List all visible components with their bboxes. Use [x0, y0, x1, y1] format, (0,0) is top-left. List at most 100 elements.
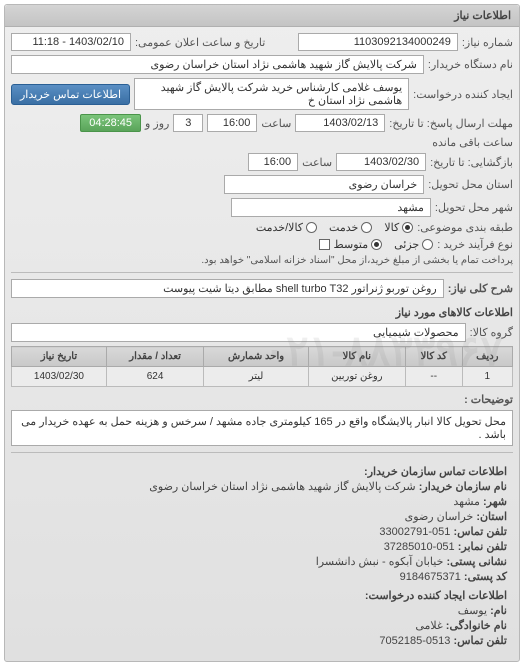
row-need-title: شرح کلی نیاز: روغن توربو ژنراتور shell t… — [11, 279, 513, 298]
category-label: طبقه بندی موضوعی: — [417, 221, 513, 234]
c-phone: 051-33002791 — [379, 526, 450, 538]
contact-title: اطلاعات تماس سازمان خریدار: — [17, 465, 507, 478]
th-code: کد کالا — [405, 347, 462, 367]
delivery-city-value: مشهد — [231, 198, 431, 217]
group-label: گروه کالا: — [470, 326, 513, 339]
contact-state: استان: خراسان رضوی — [17, 510, 507, 523]
open-date: 1403/02/30 — [336, 153, 426, 171]
buyer-org-label: نام دستگاه خریدار: — [428, 58, 513, 71]
c-org-label: نام سازمان خریدار: — [419, 481, 507, 493]
divider — [11, 272, 513, 273]
panel-title: اطلاعات نیاز — [5, 5, 519, 27]
announce-label: تاریخ و ساعت اعلان عمومی: — [135, 36, 265, 49]
contact-org: نام سازمان خریدار: شرکت پالایش گاز شهید … — [17, 480, 507, 493]
c-fax: 051-37285010 — [384, 541, 455, 553]
section-items-title: اطلاعات کالاهای مورد نیاز — [11, 306, 513, 319]
row-request-no: شماره نیاز: 1103092134000249 تاریخ و ساع… — [11, 33, 513, 51]
notes-label: توضیحات : — [464, 393, 513, 406]
buyer-contact-button[interactable]: اطلاعات تماس خریدار — [11, 84, 130, 105]
panel-body: شماره نیاز: 1103092134000249 تاریخ و ساع… — [5, 27, 519, 661]
category-radio-group: کالا خدمت کالا/خدمت — [256, 221, 413, 234]
contact-zip: کد پستی: 9184675371 — [17, 570, 507, 583]
contact-req-title-text: اطلاعات ایجاد کننده درخواست: — [365, 590, 507, 602]
radio-goods-label: کالا — [384, 221, 399, 234]
c-addr-label: نشانی پستی: — [446, 556, 507, 568]
c-tel: 0513-7052185 — [379, 635, 450, 647]
contact-fax: تلفن نمابر: 051-37285010 — [17, 540, 507, 553]
contact-lname: نام خانوادگی: غلامی — [17, 619, 507, 632]
announce-value: 1403/02/10 - 11:18 — [11, 33, 131, 51]
radio-dot-icon — [422, 239, 433, 250]
th-qty: تعداد / مقدار — [106, 347, 203, 367]
c-addr: خیابان آبکوه - نبش دانشسرا — [316, 556, 444, 568]
radio-both-label: کالا/خدمت — [256, 221, 303, 234]
th-date: تاریخ نیاز — [12, 347, 107, 367]
c-tel-label: تلفن تماس: — [453, 635, 507, 647]
delivery-city-label: شهر محل تحویل: — [435, 201, 513, 214]
row-notes: توضیحات : — [11, 393, 513, 406]
c-state-label: استان: — [476, 511, 507, 523]
deadline-open-label: بازگشایی: تا تاریخ: — [430, 156, 513, 169]
radio-dot-icon — [371, 239, 382, 250]
deadline-send-label: مهلت ارسال پاسخ: تا تاریخ: — [389, 117, 513, 130]
c-org: شرکت پالایش گاز شهید هاشمی نژاد استان خر… — [149, 481, 415, 493]
radio-goods[interactable]: کالا — [384, 221, 413, 234]
row-delivery-city: شهر محل تحویل: مشهد — [11, 198, 513, 217]
radio-small-label: جزئی — [394, 238, 419, 251]
time-label-2: ساعت — [302, 156, 332, 169]
items-table: ردیف کد کالا نام کالا واحد شمارش تعداد /… — [11, 346, 513, 387]
table-body: 1 -- روغن توربین لیتر 624 1403/02/30 — [12, 367, 513, 387]
c-lname-label: نام خانوادگی: — [446, 620, 507, 632]
row-requester: ایجاد کننده درخواست: یوسف غلامی کارشناس … — [11, 78, 513, 110]
open-time: 16:00 — [248, 153, 298, 171]
row-deadline-open: بازگشایی: تا تاریخ: 1403/02/30 ساعت 16:0… — [11, 153, 513, 171]
radio-both[interactable]: کالا/خدمت — [256, 221, 317, 234]
treasury-checkbox[interactable] — [319, 239, 330, 250]
radio-medium-label: متوسط — [334, 238, 369, 251]
contact-section: اطلاعات تماس سازمان خریدار: نام سازمان خ… — [11, 459, 513, 655]
cell-name: روغن توربین — [308, 367, 405, 387]
days-remaining: 3 — [173, 114, 203, 132]
c-city: مشهد — [453, 496, 480, 508]
days-and-label: روز و — [145, 117, 169, 130]
c-city-label: شهر: — [483, 496, 507, 508]
contact-city: شهر: مشهد — [17, 495, 507, 508]
cell-unit: لیتر — [204, 367, 308, 387]
row-process: نوع فرآیند خرید : جزئی متوسط پرداخت تمام… — [11, 238, 513, 266]
request-no-label: شماره نیاز: — [462, 36, 513, 49]
c-zip: 9184675371 — [400, 571, 461, 583]
row-group: گروه کالا: محصولات شیمیایی — [11, 323, 513, 342]
cell-code: -- — [405, 367, 462, 387]
requester-value: یوسف غلامی کارشناس خرید شرکت پالایش گاز … — [134, 78, 409, 110]
deadline-date: 1403/02/13 — [295, 114, 385, 132]
row-buyer-org: نام دستگاه خریدار: شرکت پالایش گاز شهید … — [11, 55, 513, 74]
th-unit: واحد شمارش — [204, 347, 308, 367]
table-row: 1 -- روغن توربین لیتر 624 1403/02/30 — [12, 367, 513, 387]
radio-dot-icon — [306, 222, 317, 233]
contact-phone: تلفن تماس: 051-33002791 — [17, 525, 507, 538]
c-phone-label: تلفن تماس: — [453, 526, 507, 538]
radio-service-label: خدمت — [329, 221, 358, 234]
table-header-row: ردیف کد کالا نام کالا واحد شمارش تعداد /… — [12, 347, 513, 367]
time-remaining: 04:28:45 — [80, 114, 141, 132]
radio-medium[interactable]: متوسط — [334, 238, 383, 251]
contact-title-text: اطلاعات تماس سازمان خریدار: — [364, 466, 507, 478]
row-deadline-send: مهلت ارسال پاسخ: تا تاریخ: 1403/02/13 سا… — [11, 114, 513, 149]
th-row: ردیف — [462, 347, 512, 367]
delivery-state-label: استان محل تحویل: — [428, 178, 513, 191]
time-remaining-label: ساعت باقی مانده — [432, 136, 513, 149]
row-delivery-state: استان محل تحویل: خراسان رضوی — [11, 175, 513, 194]
divider — [11, 452, 513, 453]
c-name: یوسف — [458, 605, 487, 617]
c-lname: غلامی — [415, 620, 442, 632]
requester-label: ایجاد کننده درخواست: — [413, 88, 513, 101]
contact-tel: تلفن تماس: 0513-7052185 — [17, 634, 507, 647]
info-panel: اطلاعات نیاز شماره نیاز: 110309213400024… — [4, 4, 520, 662]
process-note: پرداخت تمام یا بخشی از مبلغ خرید،از محل … — [201, 255, 513, 266]
radio-small[interactable]: جزئی — [394, 238, 433, 251]
row-category: طبقه بندی موضوعی: کالا خدمت کالا/خدمت — [11, 221, 513, 234]
process-radio-group: جزئی متوسط — [334, 238, 434, 251]
c-name-label: نام: — [490, 605, 507, 617]
group-value: محصولات شیمیایی — [11, 323, 466, 342]
radio-service[interactable]: خدمت — [329, 221, 372, 234]
